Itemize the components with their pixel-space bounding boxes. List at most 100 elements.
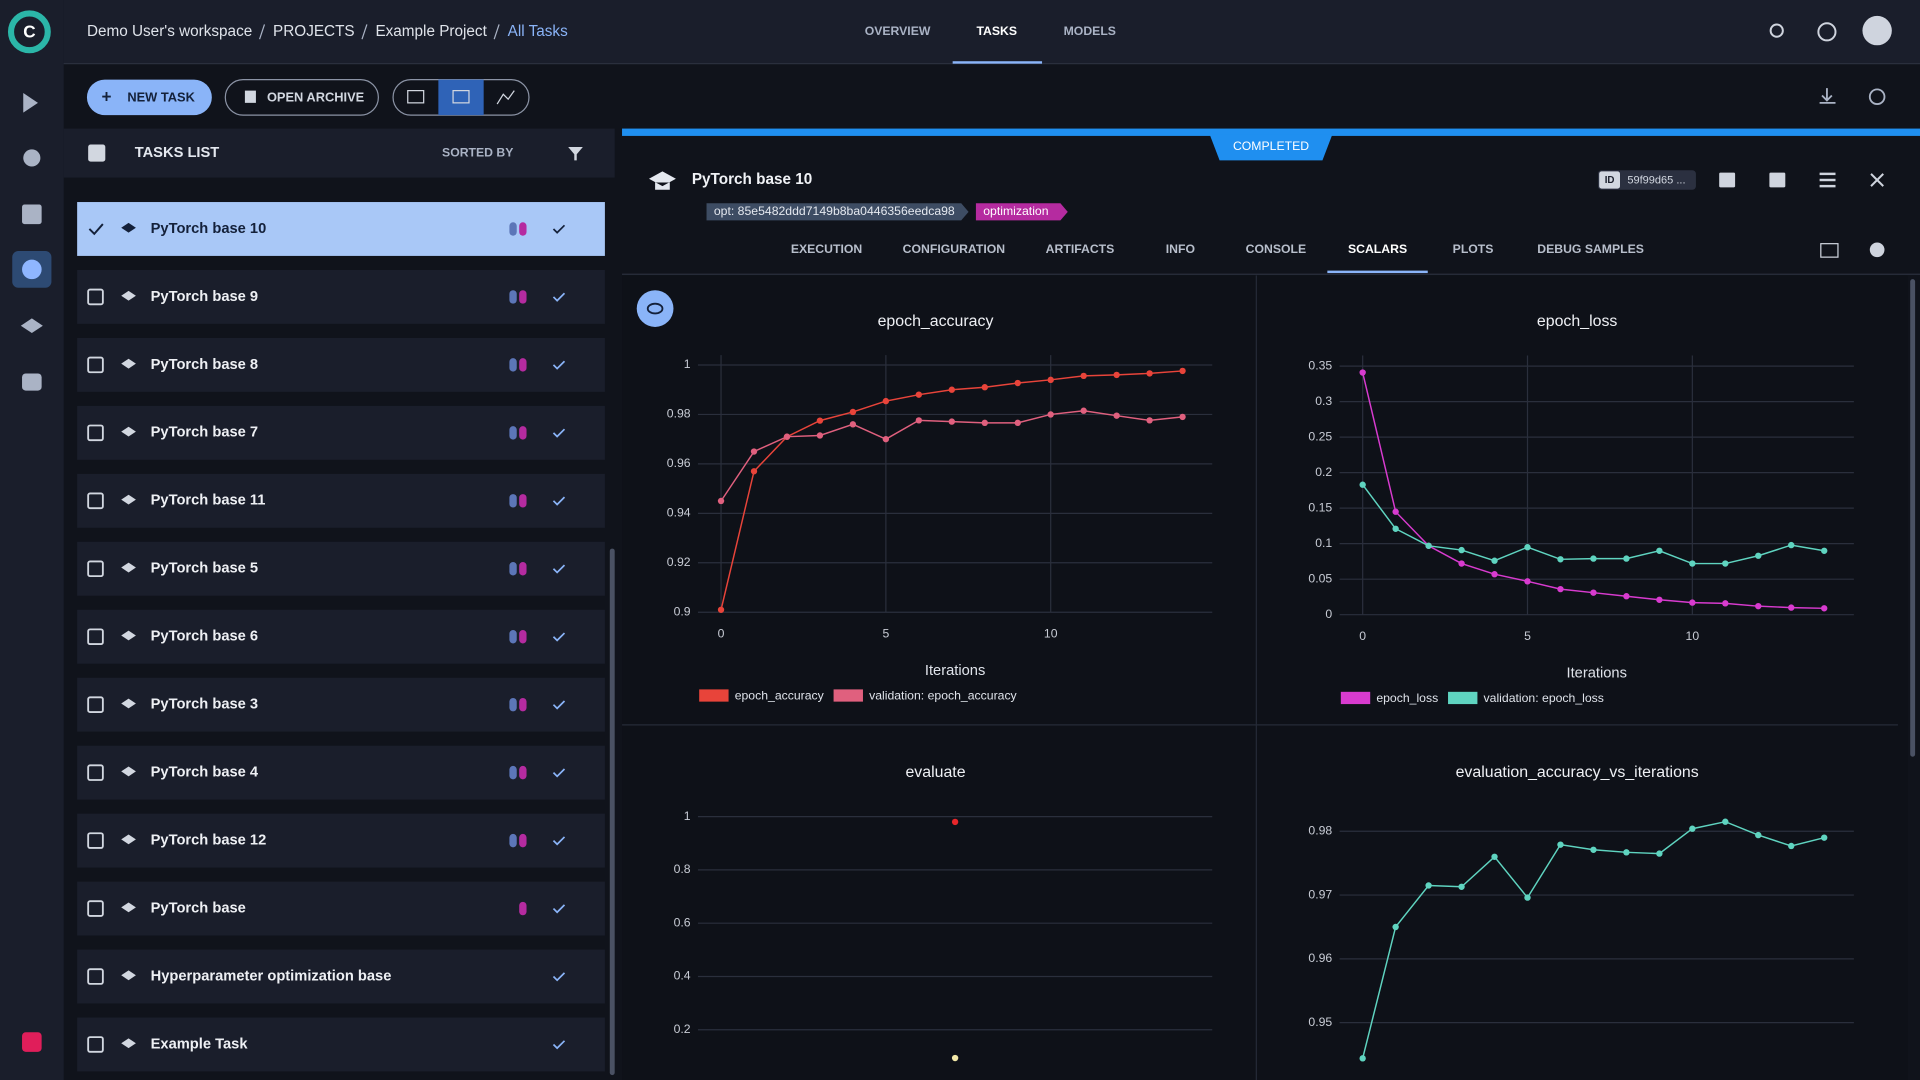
data-point[interactable] xyxy=(1524,544,1531,551)
open-archive-button[interactable] xyxy=(224,78,379,116)
task-row[interactable] xyxy=(77,609,605,664)
data-point[interactable] xyxy=(1179,413,1186,421)
task-row[interactable] xyxy=(77,473,605,528)
slack-icon[interactable] xyxy=(22,1032,42,1052)
data-point[interactable] xyxy=(1359,1055,1366,1062)
data-point[interactable] xyxy=(1821,547,1828,554)
data-point[interactable] xyxy=(1689,560,1696,567)
sorted-by[interactable]: SORTED BY xyxy=(442,145,513,159)
legend-label[interactable]: epoch_loss xyxy=(1376,691,1438,705)
data-point[interactable] xyxy=(915,417,923,424)
task-row[interactable] xyxy=(77,405,605,460)
data-point[interactable] xyxy=(1080,372,1087,380)
data-point[interactable] xyxy=(1392,525,1399,532)
legend-swatch[interactable] xyxy=(699,689,729,702)
task-tab[interactable]: CONFIGURATION xyxy=(903,242,1006,256)
data-point[interactable] xyxy=(1014,379,1021,387)
data-point[interactable] xyxy=(1623,849,1630,856)
data-point[interactable] xyxy=(1113,371,1120,379)
data-point[interactable] xyxy=(951,1054,959,1062)
legend-swatch[interactable] xyxy=(833,689,863,702)
legend-swatch[interactable] xyxy=(1340,691,1371,705)
data-point[interactable] xyxy=(1491,557,1498,564)
legend-swatch[interactable] xyxy=(1448,691,1478,705)
legend-label[interactable]: validation: epoch_accuracy xyxy=(869,688,1017,702)
data-point[interactable] xyxy=(1788,842,1795,850)
data-point[interactable] xyxy=(1623,593,1630,600)
data-point[interactable] xyxy=(1557,556,1564,563)
settings-icon[interactable] xyxy=(1869,242,1885,258)
data-point[interactable] xyxy=(1755,552,1762,559)
data-point[interactable] xyxy=(981,384,988,391)
data-point[interactable] xyxy=(1080,407,1087,414)
data-point[interactable] xyxy=(1557,585,1564,593)
avatar[interactable] xyxy=(1862,15,1892,46)
data-point[interactable] xyxy=(1590,589,1597,596)
data-point[interactable] xyxy=(882,397,890,405)
data-point[interactable] xyxy=(1458,883,1465,890)
data-point[interactable] xyxy=(1491,571,1498,578)
task-row-selected[interactable] xyxy=(77,202,605,256)
tag[interactable] xyxy=(706,203,969,221)
refresh-icon[interactable] xyxy=(1868,88,1886,105)
task-row[interactable] xyxy=(77,1017,605,1072)
row-checkbox[interactable] xyxy=(87,628,104,646)
data-point[interactable] xyxy=(1722,600,1729,607)
data-point[interactable] xyxy=(750,468,758,475)
layout-icon[interactable] xyxy=(1820,243,1839,258)
breadcrumb-item[interactable]: Demo User's workspace xyxy=(87,23,252,40)
data-point[interactable] xyxy=(816,417,824,424)
action-icon[interactable] xyxy=(1769,172,1786,188)
breadcrumb-item[interactable]: PROJECTS xyxy=(273,23,355,40)
data-point[interactable] xyxy=(1524,578,1531,585)
data-point[interactable] xyxy=(1047,411,1054,418)
row-checkbox[interactable] xyxy=(87,968,104,985)
data-point[interactable] xyxy=(948,418,955,425)
data-point[interactable] xyxy=(1047,376,1054,384)
help-icon[interactable] xyxy=(1817,22,1837,42)
breadcrumb-item[interactable]: All Tasks xyxy=(508,23,568,40)
task-row[interactable] xyxy=(77,337,605,392)
row-checkbox[interactable] xyxy=(87,424,104,442)
search-icon[interactable] xyxy=(1769,23,1784,38)
select-all-checkbox[interactable] xyxy=(88,144,106,162)
data-point[interactable] xyxy=(951,818,959,826)
legend-label[interactable]: validation: epoch_loss xyxy=(1484,691,1604,705)
task-row[interactable] xyxy=(77,745,605,800)
data-point[interactable] xyxy=(717,606,725,613)
row-checkbox[interactable] xyxy=(87,1036,104,1053)
row-checkbox[interactable] xyxy=(87,288,104,306)
row-checkbox[interactable] xyxy=(87,832,104,849)
close-icon[interactable] xyxy=(1870,173,1884,187)
data-point[interactable] xyxy=(1359,369,1366,376)
task-row[interactable] xyxy=(77,813,605,868)
nav-icon[interactable] xyxy=(22,204,42,225)
data-point[interactable] xyxy=(1722,818,1729,825)
tag[interactable] xyxy=(975,203,1068,221)
row-checkbox[interactable] xyxy=(87,560,104,578)
data-point[interactable] xyxy=(1755,831,1762,839)
row-checkbox[interactable] xyxy=(87,696,104,713)
data-point[interactable] xyxy=(1788,604,1795,611)
data-point[interactable] xyxy=(783,433,791,440)
data-point[interactable] xyxy=(1656,547,1663,554)
data-point[interactable] xyxy=(1689,599,1696,606)
data-point[interactable] xyxy=(1113,412,1120,419)
eye-button[interactable] xyxy=(636,290,674,327)
filter-icon[interactable] xyxy=(568,146,583,161)
data-point[interactable] xyxy=(849,421,857,428)
breadcrumb-item[interactable]: Example Project xyxy=(375,23,487,40)
data-point[interactable] xyxy=(1524,894,1531,901)
task-tab[interactable]: PLOTS xyxy=(1453,242,1494,256)
row-checkbox[interactable] xyxy=(87,356,104,374)
task-tab[interactable]: CONSOLE xyxy=(1246,242,1307,256)
nav-icon[interactable] xyxy=(22,373,42,391)
data-point[interactable] xyxy=(1179,367,1186,375)
data-point[interactable] xyxy=(849,408,857,416)
data-point[interactable] xyxy=(1014,419,1021,427)
data-point[interactable] xyxy=(1821,605,1828,612)
nav-icon[interactable] xyxy=(23,93,38,113)
data-point[interactable] xyxy=(1146,417,1153,424)
task-row[interactable] xyxy=(77,677,605,732)
nav-tab[interactable]: MODELS xyxy=(1064,24,1116,38)
